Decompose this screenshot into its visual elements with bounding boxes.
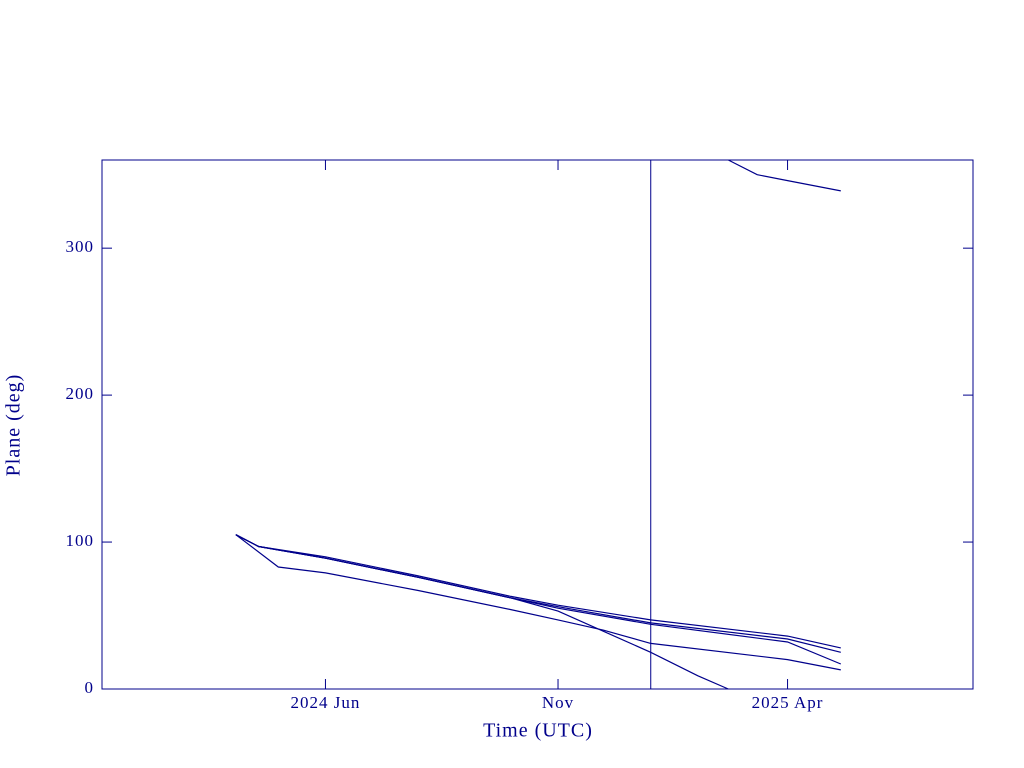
series-line <box>235 534 841 649</box>
series-line <box>235 534 841 653</box>
series-line <box>235 159 841 690</box>
y-axis-label: Plane (deg) <box>3 374 25 477</box>
y-tick-label: 0 <box>85 678 95 697</box>
x-tick-label: Nov <box>542 693 574 712</box>
x-axis-label: Time (UTC) <box>483 720 593 742</box>
y-tick-label: 100 <box>66 531 95 550</box>
x-tick-label: 2024 Jun <box>291 693 361 712</box>
y-tick-label: 200 <box>66 384 95 403</box>
series-line <box>235 534 842 665</box>
y-tick-label: 300 <box>66 237 95 256</box>
x-tick-label: 2025 Apr <box>752 693 824 712</box>
plot-frame <box>101 159 974 690</box>
series-line <box>235 534 841 671</box>
